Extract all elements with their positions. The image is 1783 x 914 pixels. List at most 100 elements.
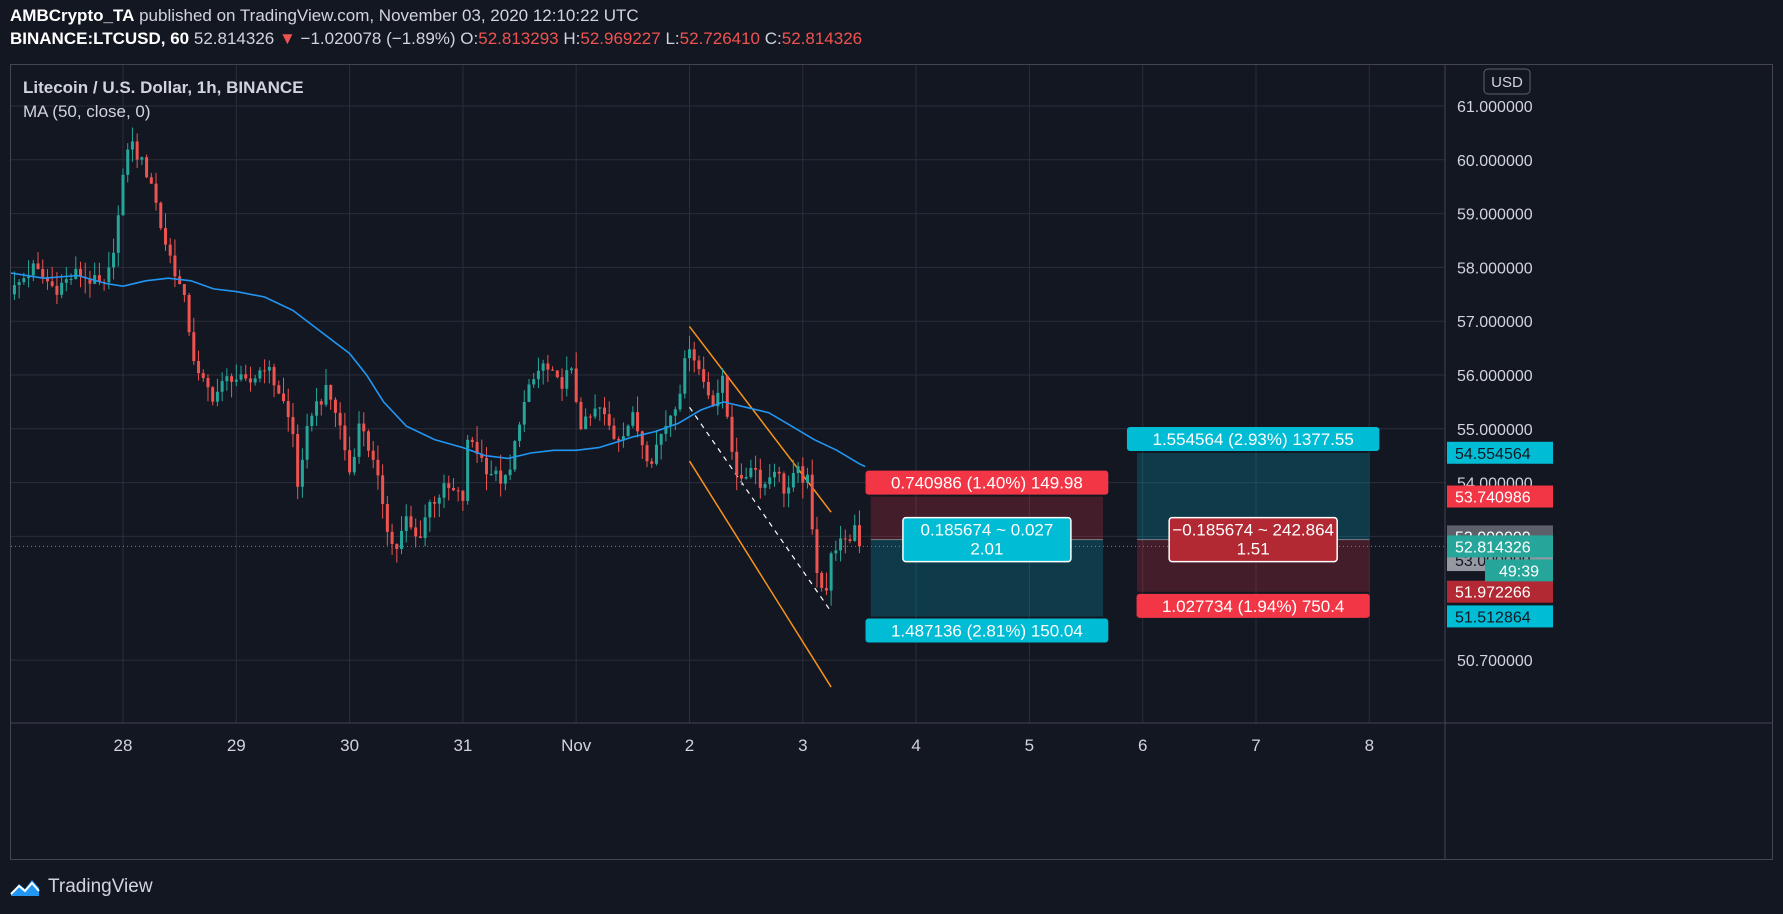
brand-label[interactable]: TradingView xyxy=(48,876,153,897)
candle-body xyxy=(27,275,31,279)
candle-body xyxy=(263,370,267,372)
candle-body xyxy=(296,433,300,487)
candle-body xyxy=(485,457,489,475)
candle-body xyxy=(650,461,654,464)
price-change: −1.020078 (−1.89%) xyxy=(300,29,456,48)
candle-body xyxy=(305,425,309,460)
candle-body xyxy=(579,401,583,430)
candle-body xyxy=(612,425,616,439)
candle-body xyxy=(55,285,59,295)
x-tick-label: 31 xyxy=(453,736,472,755)
chart-frame[interactable]: 0.740986 (1.40%) 149.98 1.487136 (2.81%) … xyxy=(9,64,1773,860)
candle-body xyxy=(456,490,460,492)
candle-body xyxy=(60,282,64,295)
y-tick-label: 60.000000 xyxy=(1457,153,1533,170)
candle-body xyxy=(376,459,380,476)
candle-body xyxy=(839,538,843,551)
candle-body xyxy=(371,450,375,460)
candle-body xyxy=(702,369,706,382)
candle-body xyxy=(626,425,630,437)
price-tag-bg xyxy=(1447,485,1553,508)
candle-body xyxy=(574,368,578,402)
price-chart[interactable]: 0.740986 (1.40%) 149.98 1.487136 (2.81%) … xyxy=(9,65,1772,859)
candle-body xyxy=(829,553,833,591)
candle-body xyxy=(744,476,748,479)
candle-body xyxy=(22,278,26,283)
candle-body xyxy=(253,378,257,383)
low-value: 52.726410 xyxy=(679,29,761,48)
candle-body xyxy=(390,531,394,545)
candle-body xyxy=(461,490,465,501)
candle-body xyxy=(546,363,550,370)
candle-body xyxy=(735,451,739,475)
candle-body xyxy=(560,377,564,389)
candle-body xyxy=(319,401,323,405)
price-tag-bg xyxy=(1447,535,1553,558)
candle-body xyxy=(437,497,441,504)
published-text: published on TradingView.com, November 0… xyxy=(134,6,639,25)
candle-body xyxy=(112,252,116,268)
price-tag-bg xyxy=(1447,605,1553,628)
candle-body xyxy=(631,412,635,426)
candle-body xyxy=(414,527,418,537)
long-center-box[interactable] xyxy=(1168,516,1338,563)
currency-button[interactable]: USD xyxy=(1483,68,1531,95)
candle-body xyxy=(688,349,691,359)
candle-body xyxy=(36,263,40,269)
tradingview-logo-icon[interactable] xyxy=(10,877,40,897)
candle-body xyxy=(220,381,224,392)
candle-body xyxy=(716,392,720,407)
candle-body xyxy=(140,157,144,160)
candle-body xyxy=(385,504,389,532)
candle-body xyxy=(357,423,361,457)
symbol-label: BINANCE:LTCUSD, 60 xyxy=(10,29,190,48)
indicator-label[interactable]: MA (50, close, 0) xyxy=(23,102,151,121)
candle-body xyxy=(654,444,658,464)
candle-body xyxy=(527,384,531,402)
candle-body xyxy=(300,459,304,487)
candle-body xyxy=(428,501,432,518)
candle-body xyxy=(173,255,177,277)
candle-body xyxy=(673,409,677,416)
candle-body xyxy=(400,530,404,549)
x-tick-label: 5 xyxy=(1025,736,1034,755)
candle-body xyxy=(267,367,271,371)
countdown-label: 49:39 xyxy=(1499,563,1539,580)
candle-body xyxy=(244,374,248,379)
x-tick-label: 30 xyxy=(340,736,359,755)
author-name[interactable]: AMBCrypto_TA xyxy=(10,6,135,25)
candle-body xyxy=(664,425,668,434)
channel-projection-line[interactable] xyxy=(689,406,832,613)
footer: TradingView xyxy=(10,872,153,902)
x-tick-label: 3 xyxy=(798,736,807,755)
open-label: O: xyxy=(460,29,479,48)
candle-body xyxy=(282,393,286,402)
descending-channel[interactable] xyxy=(688,326,832,688)
candle-body xyxy=(149,177,153,184)
x-tick-label: 2 xyxy=(685,736,694,755)
candle-body xyxy=(409,516,413,528)
y-tick-label: 55.000000 xyxy=(1457,422,1533,439)
candle-body xyxy=(121,174,125,216)
candle-body xyxy=(348,450,352,473)
short-center-line-1: 0.185674 ~ 0.027 xyxy=(920,521,1053,540)
candle-body xyxy=(791,473,795,488)
candle-body xyxy=(366,431,370,451)
candle-body xyxy=(423,517,427,538)
candle-body xyxy=(466,439,470,501)
down-arrow-icon: ▼ xyxy=(278,29,296,48)
price-tag-label: 52.814326 xyxy=(1455,539,1531,556)
short-center-box[interactable] xyxy=(902,516,1072,563)
candle-body xyxy=(126,149,130,175)
last-price: 52.814326 xyxy=(193,29,275,48)
candle-body xyxy=(588,416,592,418)
candle-body xyxy=(480,453,484,458)
channel-lower-line[interactable] xyxy=(688,460,832,688)
candle-body xyxy=(315,401,319,416)
candle-body xyxy=(324,384,328,405)
chart-title: Litecoin / U.S. Dollar, 1h, BINANCE xyxy=(23,78,304,97)
candle-body xyxy=(565,370,569,389)
candle-body xyxy=(470,439,474,442)
candle-body xyxy=(93,275,97,284)
position-labels[interactable]: 0.740986 (1.40%) 149.98 1.487136 (2.81%) … xyxy=(865,427,1380,643)
